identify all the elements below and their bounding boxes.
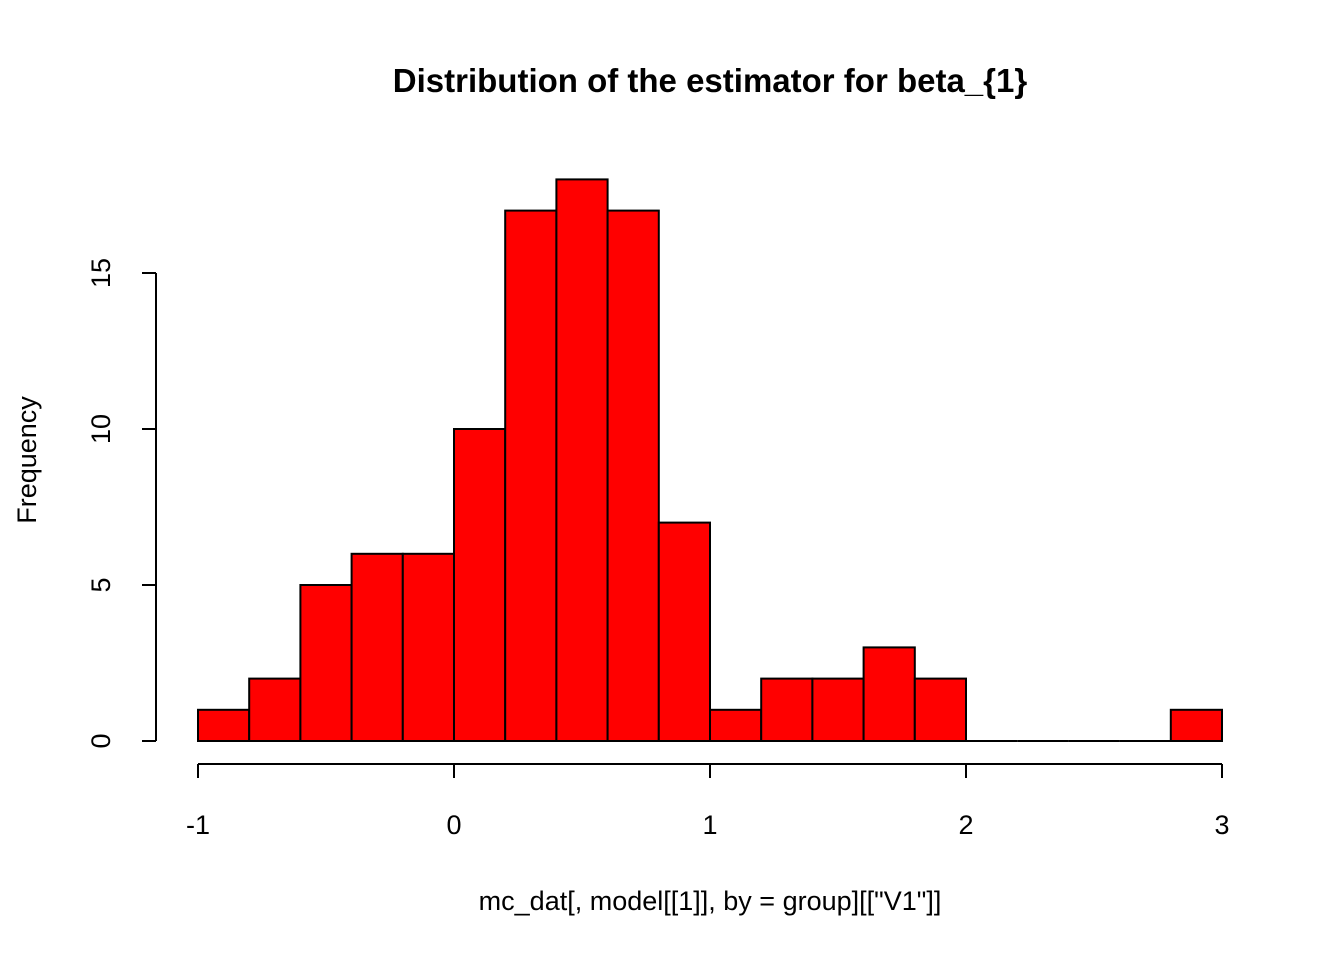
x-tick-label: 1 <box>702 810 717 840</box>
histogram-bar <box>913 677 967 742</box>
histogram-bar <box>657 521 711 742</box>
x-tick-label: -1 <box>186 810 210 840</box>
y-tick-label: 15 <box>86 258 116 288</box>
histogram-bar <box>606 209 660 743</box>
x-tick-label: 3 <box>1214 810 1229 840</box>
x-axis: -1 0 1 2 3 <box>186 763 1230 840</box>
chart-title: Distribution of the estimator for beta_{… <box>393 62 1028 99</box>
histogram-bar <box>862 646 916 743</box>
histogram-bar <box>453 428 507 742</box>
histogram-bar <box>1169 708 1224 742</box>
x-tick-label: 0 <box>446 810 461 840</box>
histogram-bar <box>811 677 865 742</box>
y-tick-label: 5 <box>86 577 116 592</box>
x-tick-label: 2 <box>958 810 973 840</box>
x-axis-label: mc_dat[, model[[1]], by = group][["V1"]] <box>479 886 942 916</box>
histogram-bar <box>760 677 814 742</box>
histogram-bar <box>350 552 404 742</box>
histogram-bar <box>197 708 251 742</box>
histogram-bar <box>401 552 455 742</box>
histogram-bar <box>555 178 609 742</box>
y-tick-label: 10 <box>86 414 116 444</box>
histogram-bar <box>299 584 353 742</box>
bars-group <box>197 178 1224 743</box>
y-axis-label: Frequency <box>12 396 42 524</box>
y-tick-label: 0 <box>86 733 116 748</box>
histogram-bar <box>248 677 302 742</box>
histogram-bar <box>504 209 558 743</box>
histogram-bar <box>709 708 763 742</box>
y-axis: 0 5 10 15 <box>86 258 157 749</box>
